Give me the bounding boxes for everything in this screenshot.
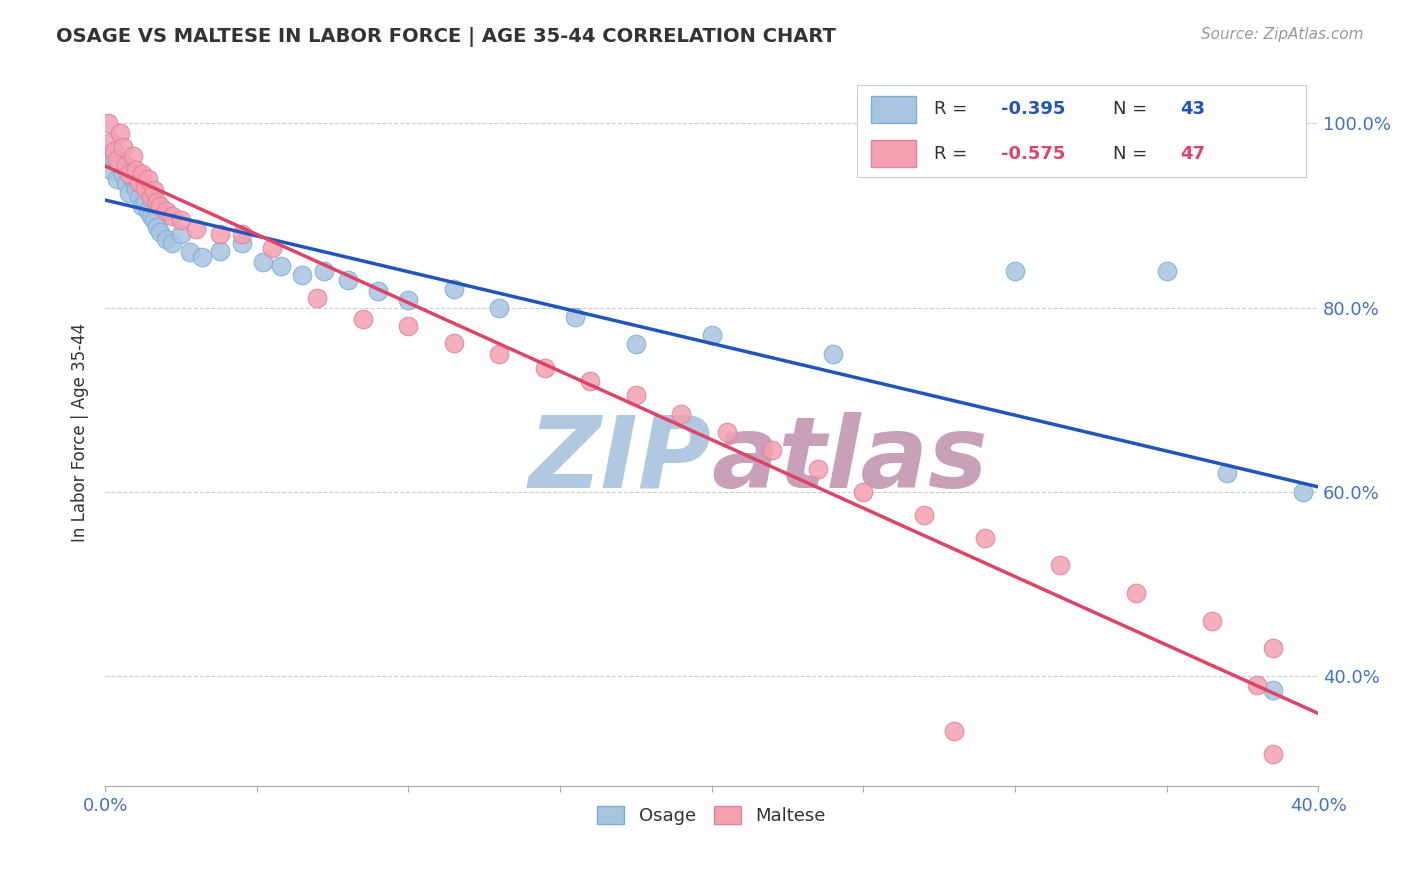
Point xyxy=(105,171,128,186)
Point xyxy=(1261,682,1284,697)
Point xyxy=(231,227,253,241)
Point xyxy=(134,181,156,195)
Point xyxy=(100,135,122,149)
Point xyxy=(115,158,138,172)
Point xyxy=(128,177,150,191)
Point xyxy=(579,374,602,388)
Point xyxy=(624,337,647,351)
Point xyxy=(145,194,167,209)
Point xyxy=(336,273,359,287)
Legend: Osage, Maltese: Osage, Maltese xyxy=(588,797,835,834)
Point xyxy=(149,225,172,239)
Point xyxy=(270,259,292,273)
Point xyxy=(170,213,193,227)
Point xyxy=(852,484,875,499)
Point xyxy=(291,268,314,283)
Point xyxy=(145,219,167,234)
Point xyxy=(624,388,647,402)
Point xyxy=(488,347,510,361)
Point xyxy=(1201,614,1223,628)
Point xyxy=(179,245,201,260)
Point xyxy=(103,153,125,168)
Point xyxy=(700,328,723,343)
Point xyxy=(134,194,156,209)
Point xyxy=(160,209,183,223)
Point xyxy=(209,244,232,258)
Point xyxy=(1292,484,1315,499)
Point xyxy=(97,149,120,163)
Point xyxy=(139,190,162,204)
Point xyxy=(118,186,141,200)
Point xyxy=(716,425,738,439)
Point xyxy=(564,310,586,324)
Point xyxy=(943,724,966,739)
Point xyxy=(1216,467,1239,481)
Point xyxy=(398,293,420,308)
Point xyxy=(131,167,153,181)
Point xyxy=(488,301,510,315)
Point xyxy=(260,241,283,255)
Point xyxy=(100,162,122,177)
Point xyxy=(121,149,143,163)
Point xyxy=(110,126,132,140)
Point xyxy=(671,407,693,421)
Point xyxy=(105,153,128,168)
Point xyxy=(231,236,253,251)
Point xyxy=(1125,586,1147,600)
Point xyxy=(136,204,159,219)
Point xyxy=(149,199,172,213)
Point xyxy=(367,284,389,298)
Point xyxy=(443,335,465,350)
Point xyxy=(821,347,844,361)
Point xyxy=(1156,264,1178,278)
Point xyxy=(139,209,162,223)
Point xyxy=(103,144,125,158)
Point xyxy=(97,116,120,130)
Point xyxy=(124,181,146,195)
Point xyxy=(170,227,193,241)
Point xyxy=(252,254,274,268)
Point xyxy=(110,158,132,172)
Point xyxy=(807,462,830,476)
Text: Source: ZipAtlas.com: Source: ZipAtlas.com xyxy=(1201,27,1364,42)
Point xyxy=(121,171,143,186)
Text: atlas: atlas xyxy=(711,412,988,508)
Point xyxy=(112,139,135,153)
Point xyxy=(142,213,165,227)
Point xyxy=(186,222,208,236)
Text: OSAGE VS MALTESE IN LABOR FORCE | AGE 35-44 CORRELATION CHART: OSAGE VS MALTESE IN LABOR FORCE | AGE 35… xyxy=(56,27,837,46)
Point xyxy=(209,227,232,241)
Point xyxy=(1004,264,1026,278)
Point xyxy=(160,236,183,251)
Point xyxy=(155,231,177,245)
Point xyxy=(973,531,995,545)
Point xyxy=(1049,558,1071,573)
Point xyxy=(118,167,141,181)
Point xyxy=(142,183,165,197)
Point xyxy=(131,199,153,213)
Point xyxy=(115,177,138,191)
Point xyxy=(761,443,783,458)
Y-axis label: In Labor Force | Age 35-44: In Labor Force | Age 35-44 xyxy=(72,322,89,541)
Point xyxy=(307,292,329,306)
Point xyxy=(912,508,935,522)
Point xyxy=(312,264,335,278)
Point xyxy=(352,311,374,326)
Point xyxy=(1246,678,1268,692)
Point xyxy=(155,204,177,219)
Point xyxy=(128,190,150,204)
Point xyxy=(1261,747,1284,762)
Point xyxy=(124,162,146,177)
Point xyxy=(136,171,159,186)
Point xyxy=(443,282,465,296)
Point xyxy=(112,167,135,181)
Point xyxy=(191,250,214,264)
Point xyxy=(1261,641,1284,656)
Text: ZIP: ZIP xyxy=(529,412,711,508)
Point xyxy=(398,319,420,334)
Point xyxy=(534,360,557,375)
